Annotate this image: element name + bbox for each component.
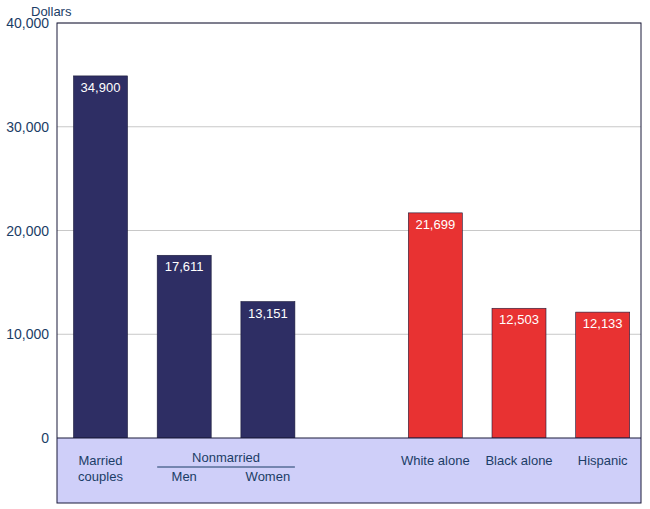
tick-label: 20,000 xyxy=(6,223,49,239)
zero-axis xyxy=(57,437,641,438)
axis-title: Dollars xyxy=(31,4,72,19)
tick-label: 0 xyxy=(41,430,49,446)
category-label: Women xyxy=(246,469,291,484)
category-label: Marriedcouples xyxy=(78,453,123,484)
frame xyxy=(57,23,641,503)
grid-line xyxy=(57,334,641,335)
bar xyxy=(157,255,211,438)
category-band xyxy=(57,438,641,503)
tick-label: 10,000 xyxy=(6,326,49,342)
bar xyxy=(74,76,128,438)
category-label-line: Married xyxy=(78,453,122,468)
data-label: 12,503 xyxy=(499,312,539,327)
category-label: Black alone xyxy=(485,453,552,468)
chart: 010,00020,00030,00040,000Dollars34,90017… xyxy=(0,0,650,509)
group-label: Nonmarried xyxy=(192,450,260,465)
bars xyxy=(74,76,630,438)
category-label: Men xyxy=(172,469,197,484)
group-line xyxy=(157,467,295,468)
bar xyxy=(241,302,295,438)
tick-label: 30,000 xyxy=(6,119,49,135)
category-label-line: couples xyxy=(78,469,123,484)
bar xyxy=(576,312,630,438)
grid-line xyxy=(57,126,641,127)
category-label: Hispanic xyxy=(578,453,628,468)
data-label: 12,133 xyxy=(583,316,623,331)
bar xyxy=(492,308,546,438)
category-label: White alone xyxy=(401,453,470,468)
grid-line xyxy=(57,230,641,231)
data-label: 17,611 xyxy=(165,259,204,274)
data-label: 34,900 xyxy=(81,80,121,95)
data-label: 13,151 xyxy=(248,306,288,321)
data-label: 21,699 xyxy=(415,217,455,232)
bar xyxy=(408,213,462,438)
